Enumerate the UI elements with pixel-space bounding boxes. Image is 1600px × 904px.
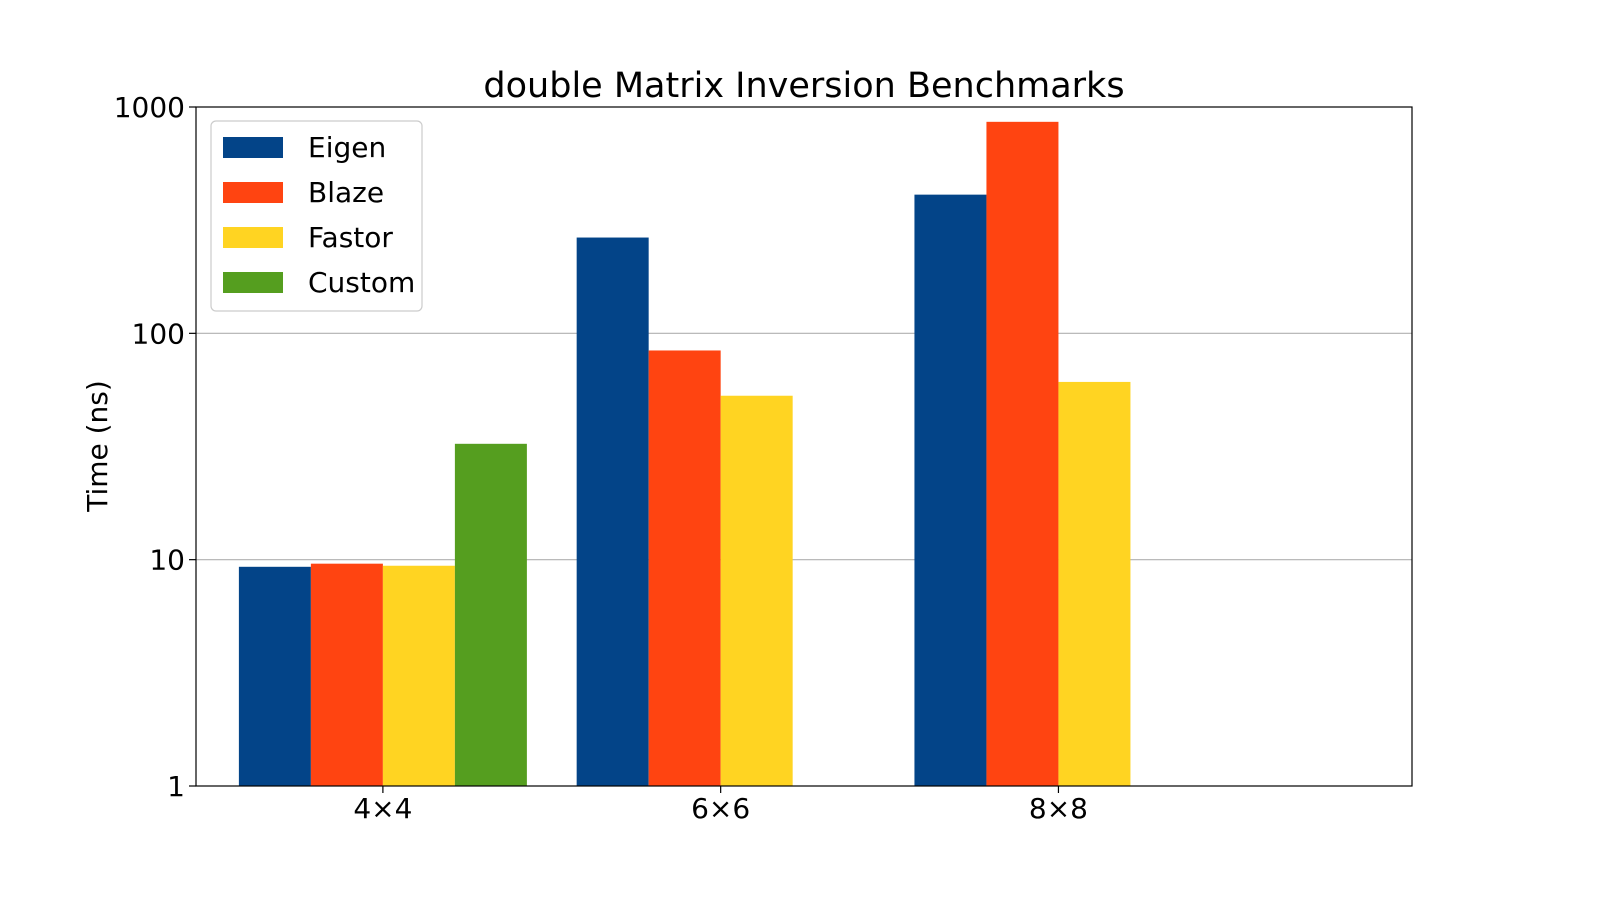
bars [238, 121, 1131, 787]
legend-swatch-fastor [223, 227, 283, 248]
legend-swatch-custom [223, 272, 283, 293]
bar-eigen-0 [238, 566, 311, 786]
legend: Eigen Blaze Fastor Custom [210, 120, 423, 312]
x-tick-label: 4×4 [353, 792, 412, 825]
x-tick-label: 6×6 [691, 792, 750, 825]
legend-label-fastor: Fastor [308, 221, 393, 254]
bar-eigen-2 [914, 194, 987, 787]
y-tick-label: 100 [132, 317, 185, 350]
grid-lines [196, 332, 1412, 561]
x-tick-label: 8×8 [1029, 792, 1088, 825]
bar-blaze-0 [310, 563, 383, 786]
x-axis-ticks: 4×4 6×6 8×8 [353, 786, 1088, 825]
legend-swatch-blaze [223, 182, 283, 203]
y-axis-ticks: 1 10 100 1000 [114, 91, 196, 803]
chart-title: double Matrix Inversion Benchmarks [483, 66, 1124, 106]
y-tick-label: 1 [167, 770, 185, 803]
legend-label-custom: Custom [308, 266, 415, 299]
legend-label-eigen: Eigen [308, 131, 386, 164]
bar-fastor-2 [1058, 381, 1131, 786]
bar-custom-0 [454, 443, 527, 786]
plot-frame [195, 106, 1413, 787]
bar-blaze-1 [648, 350, 721, 786]
bar-blaze-2 [986, 121, 1059, 786]
y-tick-label: 1000 [114, 91, 185, 124]
bar-fastor-0 [382, 565, 455, 786]
legend-swatch-eigen [223, 137, 283, 158]
bar-eigen-1 [576, 237, 649, 786]
legend-label-blaze: Blaze [308, 176, 384, 209]
y-axis-label: Time (ns) [81, 380, 114, 513]
y-tick-label: 10 [149, 544, 185, 577]
bar-fastor-1 [720, 395, 793, 786]
legend-frame [210, 120, 423, 312]
